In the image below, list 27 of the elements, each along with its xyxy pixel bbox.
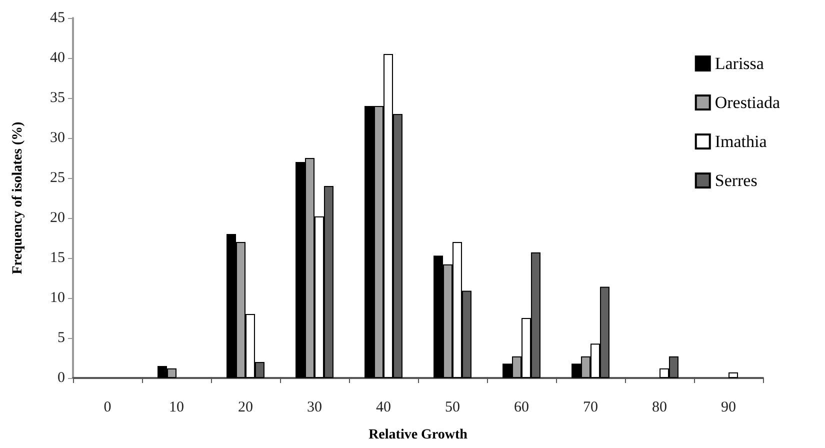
y-tick-label: 35 (50, 90, 65, 106)
x-tick-label: 0 (104, 400, 112, 416)
x-tick-label: 80 (652, 400, 667, 416)
bar (728, 372, 738, 378)
y-tick-label: 25 (50, 170, 65, 186)
legend-label: Imathia (714, 132, 768, 151)
legend-label: Serres (714, 171, 758, 190)
y-tick-label: 30 (50, 130, 65, 146)
y-tick-label: 0 (58, 370, 65, 386)
x-tick-label: 10 (169, 400, 184, 416)
x-tick-label: 30 (307, 400, 322, 416)
y-tick-label: 20 (50, 210, 65, 226)
x-tick-label: 20 (238, 400, 253, 416)
x-tick-label: 70 (583, 400, 598, 416)
x-tick-label: 90 (721, 400, 736, 416)
x-tick-label: 50 (445, 400, 460, 416)
x-axis-title: Relative Growth (368, 428, 468, 442)
legend-label: Larissa (714, 54, 764, 73)
x-tick-label: 60 (514, 400, 529, 416)
x-tick-label: 40 (376, 400, 391, 416)
y-tick-label: 40 (50, 50, 65, 66)
y-axis-title: Frequency of isolates (%) (10, 121, 26, 274)
legend-label: Orestiada (714, 93, 780, 112)
y-tick-label: 5 (58, 330, 65, 346)
y-tick-label: 15 (50, 250, 65, 266)
y-tick-label: 45 (50, 10, 65, 26)
y-tick-label: 10 (50, 290, 65, 306)
